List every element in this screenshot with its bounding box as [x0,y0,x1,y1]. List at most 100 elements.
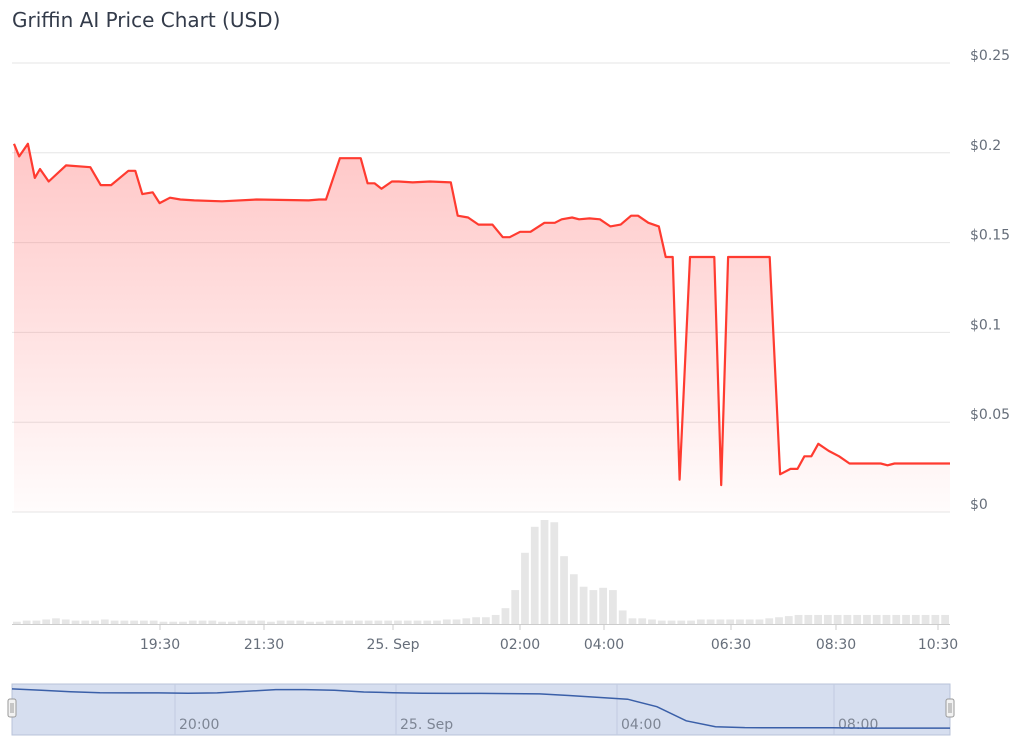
volume-bar [354,620,363,624]
volume-bar [306,621,314,624]
volume-bar [941,614,949,624]
y-tick-label: $0.05 [970,407,1010,423]
volume-bar [267,621,275,624]
volume-bar [100,619,109,624]
volume-bar [687,620,695,624]
volume-bar [599,587,608,624]
volume-bar [657,620,666,624]
volume-bar [736,619,744,624]
volume-bar [364,620,373,624]
volume-bar [276,620,285,624]
x-tick-label: 04:00 [584,637,624,653]
volume-bar [745,619,754,624]
volume-bar [413,620,422,624]
volume-bar [560,556,568,624]
volume-bar [247,620,256,624]
volume-bar [902,614,910,624]
volume-bar [892,614,901,624]
y-tick-label: $0.25 [970,48,1010,64]
area-layer [14,143,950,513]
y-tick-label: $0 [970,497,988,513]
volume-bar [257,620,266,624]
volume-bar [208,620,217,624]
volume-bar [384,620,393,624]
x-tick-label: 19:30 [140,637,180,653]
navigator-tick-label: 04:00 [621,717,661,733]
volume-bar [81,620,90,624]
volume-bar [530,526,539,624]
volume-bar [179,621,187,624]
volume-bar [345,620,353,624]
volume-bar [130,620,139,624]
volume-bar [804,614,813,624]
volume-bar [188,620,197,624]
volume-bar [140,620,148,624]
volume-bar [628,618,637,624]
volume-bar [442,619,451,624]
volume-bar [667,620,676,624]
volume-bar [638,618,647,624]
volume-bar [169,621,178,624]
y-tick-label: $0.1 [970,317,1001,333]
volume-bar [472,617,480,624]
volume-bar [823,614,832,624]
volume-bar [423,620,432,624]
volume-bar [42,619,51,624]
volume-bar [609,590,617,624]
volume-bar [296,620,305,624]
navigator-handle-right[interactable] [945,698,955,718]
volume-layer [12,520,950,625]
volume-bar [696,619,705,624]
volume-bar [198,620,207,624]
volume-bar [403,620,412,624]
volume-bar [32,620,41,624]
volume-bar [833,614,842,624]
volume-bar [550,522,559,624]
volume-bar [775,617,783,624]
volume-bar [814,614,822,624]
volume-bar [159,621,168,624]
x-tick-label: 21:30 [244,637,284,653]
volume-bar [394,620,402,624]
volume-bar [784,616,793,624]
volume-bar [843,614,852,624]
volume-bar [335,620,344,624]
volume-bar [863,614,871,624]
volume-bar [677,620,686,624]
volume-bar [569,574,578,624]
volume-bar [706,619,715,624]
volume-bar [882,614,891,624]
volume-bar [227,621,236,624]
volume-bar [71,620,80,624]
y-axis-labels: $0 $0.05 $0.1 $0.15 $0.2 $0.25 [970,48,1010,513]
volume-bar [540,520,549,624]
volume-bar [120,620,129,624]
volume-bar [579,586,588,624]
volume-bar [374,620,383,624]
volume-bar [872,614,881,624]
y-tick-label: $0.15 [970,228,1010,244]
volume-bar [110,620,119,624]
volume-bar [286,620,295,624]
volume-bar [61,619,70,624]
price-area [14,143,950,513]
volume-bar [521,552,529,624]
volume-bar [648,619,656,624]
volume-bar [237,620,246,624]
volume-bar [22,620,31,624]
volume-bar [853,614,862,624]
navigator-tick-label: 20:00 [179,717,219,733]
volume-bar [921,614,930,624]
x-tick-label: 25. Sep [366,637,419,653]
chart-title: Griffin AI Price Chart (USD) [12,8,281,32]
navigator[interactable]: 20:00 25. Sep 04:00 08:00 [7,683,955,736]
volume-bar [13,621,21,624]
volume-bar [325,620,334,624]
navigator-handle-left[interactable] [7,698,17,718]
x-tick-label: 10:30 [918,637,958,653]
volume-bar [618,610,627,624]
price-line [12,142,950,487]
y-tick-label: $0.2 [970,138,1001,154]
navigator-line [11,688,950,729]
